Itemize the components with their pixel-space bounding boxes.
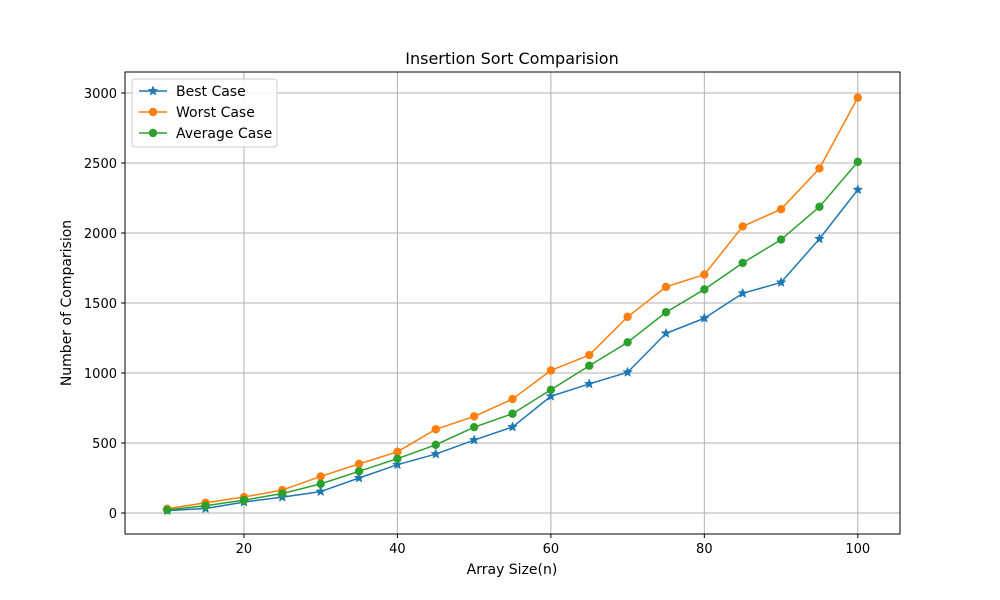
legend-marker [148,128,158,138]
legend-label: Worst Case [176,105,255,121]
data-point [815,164,824,173]
series-best-case [161,184,864,516]
data-point [354,467,364,476]
data-point [354,459,364,469]
data-point [545,390,557,401]
data-point [623,312,632,322]
x-tick-label: 40 [389,542,406,557]
data-point [316,472,325,481]
legend-marker [147,85,159,96]
series-layer [161,93,864,516]
legend-label: Best Case [176,84,246,100]
data-point [393,447,402,457]
legend-item: Average Case [139,126,272,142]
y-tick-label: 3000 [84,87,117,102]
data-point [661,282,671,292]
data-point [738,258,747,268]
y-tick-label: 0 [109,507,117,522]
data-point [315,485,327,497]
x-tick-label: 20 [236,542,253,557]
data-point [431,425,440,434]
data-point [546,385,556,394]
data-point [507,421,518,432]
y-tick-label: 1000 [84,367,117,382]
data-point [468,434,480,445]
y-tick-label: 1500 [84,297,117,312]
data-point [239,495,249,505]
data-point [738,222,747,231]
data-point [430,448,442,459]
y-axis-label: Number of Comparision [59,220,75,386]
data-point [278,489,287,498]
data-point [353,472,365,483]
series-line [167,161,859,511]
data-point [623,338,632,347]
data-point [775,276,787,288]
data-point [622,366,633,377]
series-line [167,189,859,512]
y-tick-label: 2000 [84,227,117,242]
data-point [508,409,517,418]
legend-label: Average Case [176,126,272,142]
data-point [815,202,824,212]
chart-title: Insertion Sort Comparision [405,49,618,68]
data-point [508,394,517,404]
data-point [392,459,403,470]
data-point [814,233,825,244]
legend-item: Best Case [139,84,246,100]
data-point [661,308,671,317]
x-tick-label: 80 [696,542,713,557]
data-point [585,350,594,360]
data-point [585,361,594,370]
series-average-case [163,157,862,515]
data-point [776,205,786,214]
legend: Best Case Worst Case Average Case [131,78,278,148]
data-point [700,285,709,294]
legend-box [131,78,278,148]
data-point [201,501,210,510]
x-tick-label: 100 [845,542,870,557]
data-point [737,287,749,298]
data-point [393,454,402,463]
data-point [469,422,479,432]
legend-item: Worst Case [139,105,255,121]
data-point [853,157,862,167]
y-tick-label: 2500 [84,157,117,172]
data-point [660,327,672,338]
data-point [853,93,862,102]
data-point [700,270,709,279]
y-tick-label: 500 [92,437,117,452]
data-point [431,440,440,450]
legend-marker [148,107,158,117]
data-point [546,366,556,375]
data-point [583,378,595,389]
data-point [852,184,864,195]
x-tick-label: 60 [543,542,560,557]
data-point [469,412,479,421]
data-point [316,479,325,489]
data-point [698,312,710,323]
data-point [776,235,786,244]
x-axis-label: Array Size(n) [467,562,558,578]
data-point [163,505,172,515]
